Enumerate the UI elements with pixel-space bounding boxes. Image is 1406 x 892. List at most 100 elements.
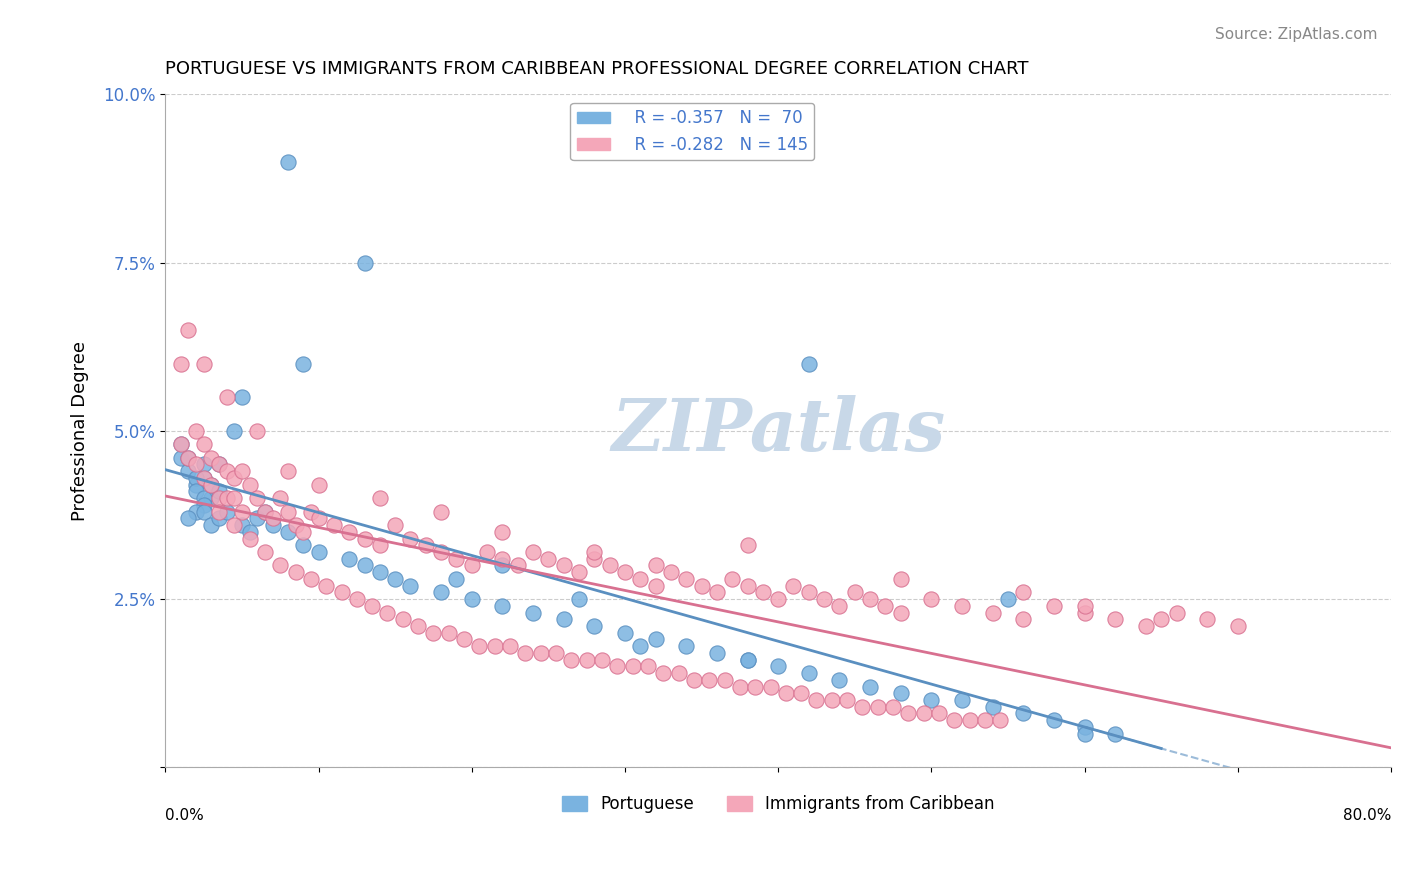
Point	[346, 592, 368, 607]
Point	[246, 491, 269, 505]
Point	[797, 666, 820, 681]
Point	[766, 659, 789, 673]
Point	[737, 652, 759, 666]
Point	[200, 518, 222, 533]
Point	[330, 585, 353, 599]
Point	[1166, 606, 1188, 620]
Point	[184, 484, 207, 499]
Point	[231, 518, 253, 533]
Point	[353, 558, 375, 573]
Point	[208, 511, 231, 525]
Point	[797, 585, 820, 599]
Point	[782, 579, 804, 593]
Point	[675, 639, 697, 653]
Point	[239, 477, 262, 491]
Point	[837, 693, 859, 707]
Point	[851, 699, 873, 714]
Point	[193, 471, 215, 485]
Point	[208, 458, 231, 472]
Point	[943, 713, 966, 727]
Point	[177, 323, 200, 337]
Point	[184, 477, 207, 491]
Point	[177, 511, 200, 525]
Point	[215, 491, 238, 505]
Point	[253, 505, 276, 519]
Point	[981, 606, 1004, 620]
Point	[277, 464, 299, 478]
Point	[315, 579, 337, 593]
Point	[308, 545, 330, 559]
Point	[583, 545, 606, 559]
Point	[193, 505, 215, 519]
Point	[499, 639, 522, 653]
Point	[239, 532, 262, 546]
Text: 80.0%: 80.0%	[1343, 807, 1391, 822]
Point	[583, 619, 606, 633]
Point	[912, 706, 935, 721]
Point	[1012, 706, 1035, 721]
Point	[484, 639, 506, 653]
Point	[683, 673, 706, 687]
Point	[652, 666, 675, 681]
Point	[553, 612, 575, 626]
Point	[637, 659, 659, 673]
Point	[262, 511, 284, 525]
Point	[200, 491, 222, 505]
Point	[1012, 612, 1035, 626]
Point	[239, 524, 262, 539]
Point	[644, 579, 666, 593]
Point	[875, 599, 897, 613]
Point	[606, 659, 628, 673]
Point	[200, 477, 222, 491]
Point	[721, 572, 744, 586]
Point	[399, 532, 422, 546]
Point	[208, 484, 231, 499]
Point	[170, 437, 193, 451]
Point	[506, 558, 529, 573]
Point	[897, 706, 920, 721]
Point	[599, 558, 621, 573]
Point	[177, 450, 200, 465]
Point	[859, 592, 882, 607]
Point	[583, 551, 606, 566]
Point	[368, 491, 391, 505]
Point	[988, 713, 1011, 727]
Point	[568, 592, 591, 607]
Point	[821, 693, 844, 707]
Y-axis label: Professional Degree: Professional Degree	[72, 341, 89, 521]
Point	[215, 505, 238, 519]
Point	[184, 424, 207, 438]
Point	[766, 592, 789, 607]
Point	[1073, 720, 1095, 734]
Point	[461, 558, 484, 573]
Point	[208, 458, 231, 472]
Point	[215, 464, 238, 478]
Point	[384, 518, 406, 533]
Point	[744, 680, 766, 694]
Point	[277, 154, 299, 169]
Point	[491, 558, 513, 573]
Point	[193, 357, 215, 371]
Point	[392, 612, 415, 626]
Point	[828, 599, 851, 613]
Point	[406, 619, 429, 633]
Point	[928, 706, 950, 721]
Point	[177, 450, 200, 465]
Point	[353, 532, 375, 546]
Point	[224, 491, 246, 505]
Point	[231, 505, 253, 519]
Point	[430, 505, 453, 519]
Point	[308, 477, 330, 491]
Point	[974, 713, 997, 727]
Point	[813, 592, 835, 607]
Point	[231, 464, 253, 478]
Point	[299, 505, 322, 519]
Point	[790, 686, 813, 700]
Point	[1104, 612, 1126, 626]
Point	[322, 518, 344, 533]
Point	[890, 606, 912, 620]
Point	[461, 592, 484, 607]
Point	[737, 538, 759, 552]
Point	[200, 450, 222, 465]
Point	[568, 565, 591, 579]
